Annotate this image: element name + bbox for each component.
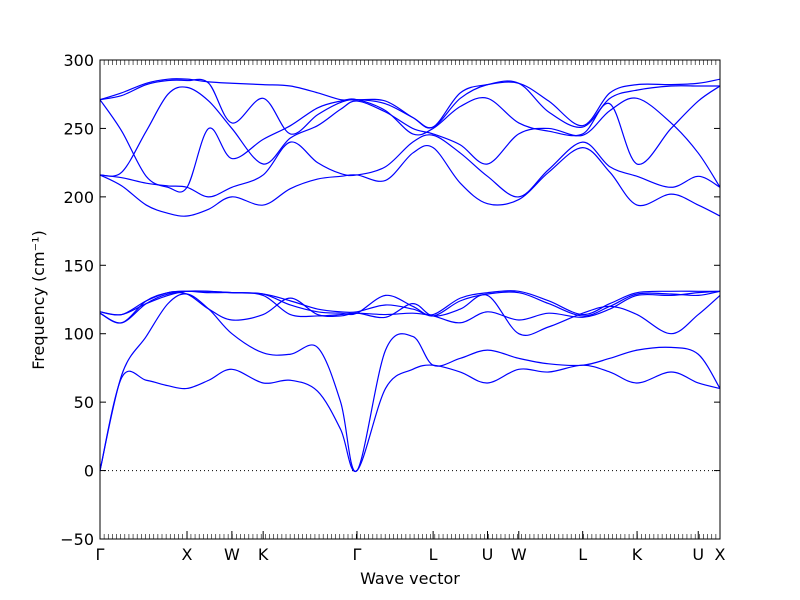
- x-tick-label: K: [632, 545, 643, 564]
- y-tick-labels: −50 0 50 100 150 200 250 300: [60, 51, 94, 549]
- x-tick-label: K: [258, 545, 269, 564]
- phonon-bands: [99, 78, 721, 472]
- x-tick-label: W: [224, 545, 240, 564]
- y-tick-label: 100: [63, 325, 94, 344]
- x-tick-label: L: [578, 545, 587, 564]
- y-tick-label: 200: [63, 188, 94, 207]
- phonon-band-7: [99, 144, 721, 217]
- x-axis-label: Wave vector: [360, 569, 460, 588]
- x-tick-label: L: [429, 545, 438, 564]
- phonon-band-6: [99, 290, 720, 316]
- phonon-band-11: [99, 78, 720, 135]
- y-tick-label: 300: [63, 51, 94, 70]
- x-tick-label: W: [511, 545, 527, 564]
- x-tick-label: U: [482, 545, 494, 564]
- y-axis-label: Frequency (cm⁻¹): [29, 230, 48, 369]
- x-tick-label: X: [182, 545, 193, 564]
- y-tick-label: 250: [63, 119, 94, 138]
- phonon-band-9: [99, 86, 721, 188]
- y-tick-label: −50: [60, 530, 94, 549]
- y-tick-label: 150: [63, 256, 94, 275]
- y-tick-label: 50: [74, 393, 94, 412]
- phonon-band-10: [99, 85, 721, 193]
- y-tick-label: 0: [84, 462, 94, 481]
- tick-marks: [99, 59, 721, 540]
- x-tick-label: X: [715, 545, 726, 564]
- x-tick-label: Γ: [96, 545, 105, 564]
- x-tick-label: Γ: [353, 545, 362, 564]
- plot-frame: [99, 59, 721, 540]
- x-tick-label: U: [692, 545, 704, 564]
- phonon-band-1: [99, 364, 721, 472]
- phonon-band-12: [99, 78, 721, 129]
